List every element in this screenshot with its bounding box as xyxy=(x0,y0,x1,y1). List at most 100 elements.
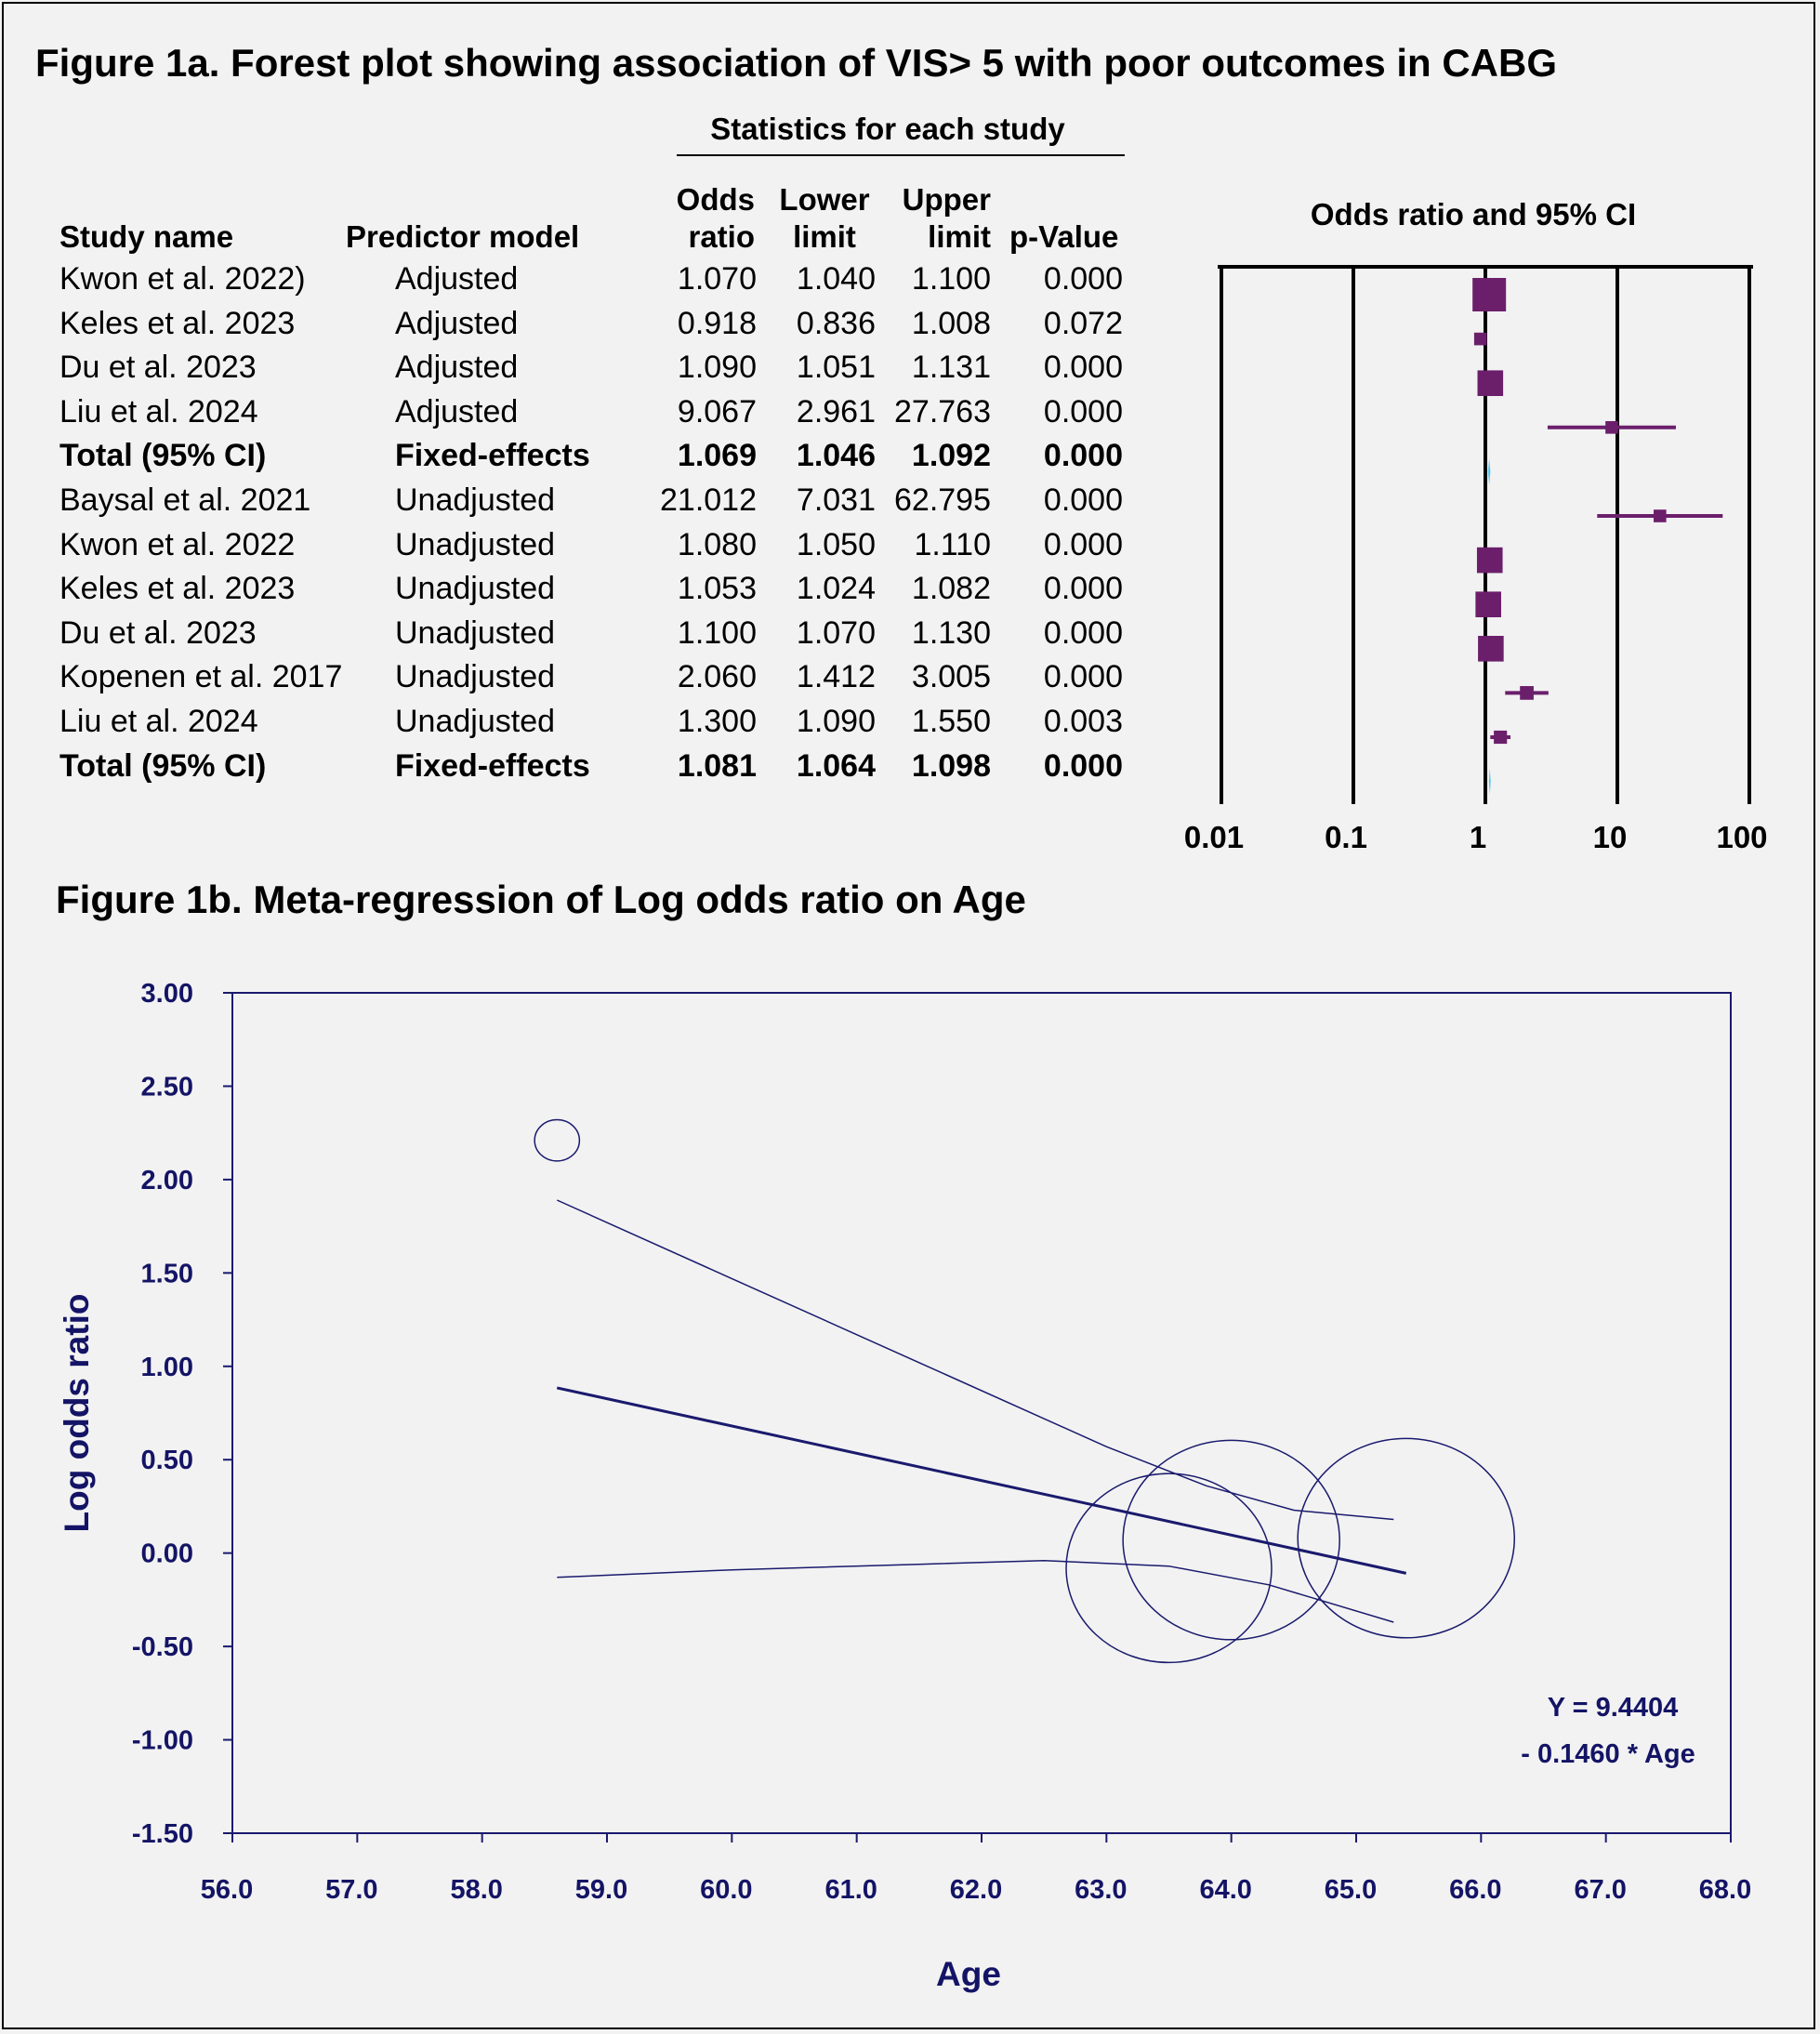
row-upper-limit: 1.550 xyxy=(911,704,991,739)
row-study-name: Liu et al. 2024 xyxy=(59,704,258,739)
forest-point-marker xyxy=(1473,332,1487,346)
forest-point-marker xyxy=(1475,591,1501,617)
row-lower-limit: 0.836 xyxy=(796,305,876,341)
row-lower-limit: 7.031 xyxy=(796,482,876,518)
row-predictor-model: Unadjusted xyxy=(395,614,556,651)
row-p-value: 0.000 xyxy=(1043,659,1123,695)
forest-point-marker xyxy=(1472,278,1507,311)
row-lower-limit: 1.046 xyxy=(796,438,876,474)
row-predictor-model: Fixed-effects xyxy=(395,747,590,784)
row-upper-limit: 1.110 xyxy=(914,526,991,562)
col-upper-limit: Upper limit xyxy=(874,181,991,256)
col-odds-ratio-line1: Odds xyxy=(676,182,755,217)
col-upper-limit-line2: limit xyxy=(928,219,991,254)
row-study-name: Kwon et al. 2022 xyxy=(59,526,296,562)
row-lower-limit: 1.070 xyxy=(796,614,876,651)
row-study-name: Liu et al. 2024 xyxy=(59,393,258,429)
row-upper-limit: 1.098 xyxy=(911,747,991,784)
row-upper-limit: 3.005 xyxy=(911,659,991,695)
forest-point-marker xyxy=(1653,509,1667,522)
row-upper-limit: 27.763 xyxy=(894,393,991,429)
forest-x-tick-label: 100 xyxy=(1716,820,1767,854)
row-lower-limit: 1.064 xyxy=(796,747,876,784)
row-p-value: 0.000 xyxy=(1043,747,1123,784)
row-odds-ratio: 0.918 xyxy=(677,305,757,341)
row-predictor-model: Unadjusted xyxy=(395,482,556,518)
row-study-name: Baysal et al. 2021 xyxy=(59,482,311,518)
row-upper-limit: 1.008 xyxy=(911,305,991,341)
row-study-name: Kopenen et al. 2017 xyxy=(59,659,343,695)
row-upper-limit: 1.100 xyxy=(911,261,991,297)
forest-x-tick-label: 0.01 xyxy=(1184,820,1244,854)
row-odds-ratio: 1.080 xyxy=(677,526,757,562)
row-predictor-model: Adjusted xyxy=(395,350,519,386)
row-study-name: Du et al. 2023 xyxy=(59,350,257,386)
row-upper-limit: 1.092 xyxy=(911,438,991,474)
forest-x-tick-label: 10 xyxy=(1593,820,1628,854)
row-odds-ratio: 9.067 xyxy=(677,393,757,429)
row-odds-ratio: 1.090 xyxy=(677,350,757,386)
row-upper-limit: 1.130 xyxy=(911,614,991,651)
col-lower-limit-line2: limit xyxy=(793,219,856,254)
row-study-name: Keles et al. 2023 xyxy=(59,571,296,607)
row-odds-ratio: 1.300 xyxy=(677,704,757,739)
col-study-name: Study name xyxy=(59,219,234,254)
col-odds-ratio: Odds ratio xyxy=(641,181,755,256)
col-upper-limit-line1: Upper xyxy=(902,182,991,217)
row-study-name: Total (95% CI) xyxy=(59,747,267,784)
row-p-value: 0.000 xyxy=(1043,614,1123,651)
row-odds-ratio: 2.060 xyxy=(677,659,757,695)
row-predictor-model: Adjusted xyxy=(395,305,519,341)
row-upper-limit: 1.082 xyxy=(911,571,991,607)
row-p-value: 0.000 xyxy=(1043,571,1123,607)
stats-header: Statistics for each study xyxy=(710,112,1065,146)
row-predictor-model: Fixed-effects xyxy=(395,438,590,474)
row-predictor-model: Unadjusted xyxy=(395,659,556,695)
row-p-value: 0.000 xyxy=(1043,393,1123,429)
forest-point-marker xyxy=(1478,636,1504,662)
row-predictor-model: Unadjusted xyxy=(395,571,556,607)
forest-point-marker xyxy=(1520,686,1534,700)
row-odds-ratio: 1.100 xyxy=(677,614,757,651)
row-lower-limit: 1.090 xyxy=(796,704,876,739)
row-predictor-model: Adjusted xyxy=(395,393,519,429)
row-lower-limit: 1.412 xyxy=(796,659,876,695)
row-upper-limit: 1.131 xyxy=(911,350,991,386)
row-p-value: 0.000 xyxy=(1043,526,1123,562)
row-study-name: Keles et al. 2023 xyxy=(59,305,296,341)
forest-total-diamond xyxy=(1488,768,1491,795)
row-lower-limit: 1.051 xyxy=(796,350,876,386)
col-lower-limit: Lower limit xyxy=(764,181,885,256)
forest-x-tick-label: 0.1 xyxy=(1325,820,1367,854)
col-predictor-model: Predictor model xyxy=(346,219,580,254)
col-odds-ratio-line2: ratio xyxy=(688,219,755,254)
row-p-value: 0.000 xyxy=(1043,350,1123,386)
row-lower-limit: 1.040 xyxy=(796,261,876,297)
row-study-name: Kwon et al. 2022) xyxy=(59,261,306,297)
row-lower-limit: 1.024 xyxy=(796,571,876,607)
figure-1a-title: Figure 1a. Forest plot showing associati… xyxy=(35,41,1558,85)
forest-point-marker xyxy=(1477,370,1504,396)
forest-total-diamond xyxy=(1487,458,1491,485)
row-study-name: Total (95% CI) xyxy=(59,438,267,474)
row-p-value: 0.003 xyxy=(1043,704,1123,739)
row-predictor-model: Unadjusted xyxy=(395,704,556,739)
forest-point-marker xyxy=(1494,730,1508,745)
forest-point-marker xyxy=(1605,421,1618,434)
row-predictor-model: Unadjusted xyxy=(395,526,556,562)
row-odds-ratio: 1.070 xyxy=(677,261,757,297)
row-p-value: 0.072 xyxy=(1043,305,1123,341)
row-study-name: Du et al. 2023 xyxy=(59,614,257,651)
row-predictor-model: Adjusted xyxy=(395,261,519,297)
forest-point-marker xyxy=(1476,547,1503,574)
stats-header-underline xyxy=(677,154,1125,156)
row-p-value: 0.000 xyxy=(1043,261,1123,297)
row-odds-ratio: 21.012 xyxy=(660,482,757,518)
row-lower-limit: 2.961 xyxy=(796,393,876,429)
col-p-value: p-Value xyxy=(1009,219,1119,254)
row-odds-ratio: 1.069 xyxy=(677,438,757,474)
figure-1b-title: Figure 1b. Meta-regression of Log odds r… xyxy=(56,878,1026,921)
forest-plot: 0.01 0.1 1 10 100 xyxy=(1184,265,1768,854)
col-plot-header: Odds ratio and 95% CI xyxy=(1310,197,1637,231)
